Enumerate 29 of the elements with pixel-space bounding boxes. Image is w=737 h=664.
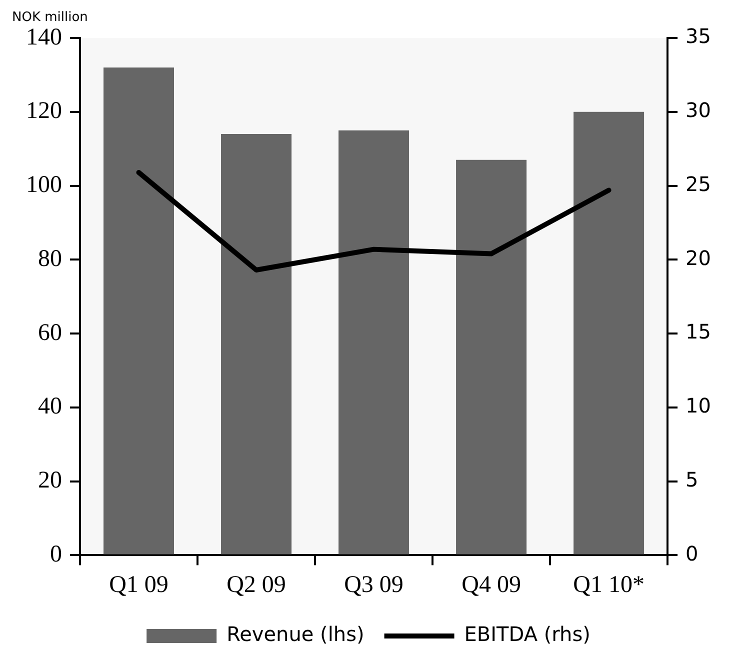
y-tick-label: 40 — [38, 394, 62, 420]
y2-tick-label: 20 — [686, 246, 712, 270]
y2-tick-label: 35 — [686, 24, 712, 48]
y-tick-label: 60 — [38, 320, 62, 346]
y2-tick-label: 0 — [686, 541, 698, 566]
y-tick-label: 80 — [38, 246, 62, 272]
y2-tick-label: 30 — [686, 98, 712, 122]
bar — [338, 130, 410, 554]
y2-tick-label: 10 — [686, 394, 712, 418]
y-tick-label: 120 — [26, 98, 62, 124]
y-tick-label: 100 — [26, 172, 62, 198]
x-tick-label: Q4 09 — [462, 572, 521, 598]
bar — [456, 160, 527, 554]
y-tick-label: 20 — [38, 468, 62, 494]
y2-tick-label: 15 — [686, 320, 712, 344]
x-tick-label: Q2 09 — [226, 572, 286, 598]
y2-tick-label: 25 — [686, 172, 712, 196]
x-tick-label: Q1 09 — [109, 572, 168, 598]
y-axis-title: NOK million — [12, 10, 88, 25]
bar — [221, 134, 292, 554]
x-tick-label: Q1 10* — [573, 572, 644, 598]
legend-label: EBITDA (rhs) — [464, 622, 590, 646]
bar — [574, 112, 644, 554]
x-tick-label: Q3 09 — [344, 572, 404, 598]
legend-label: Revenue (lhs) — [226, 622, 364, 646]
y-tick-label: 0 — [50, 541, 62, 568]
y2-tick-label: 5 — [686, 468, 698, 492]
y-tick-label: 140 — [26, 24, 62, 50]
bar — [104, 68, 174, 554]
